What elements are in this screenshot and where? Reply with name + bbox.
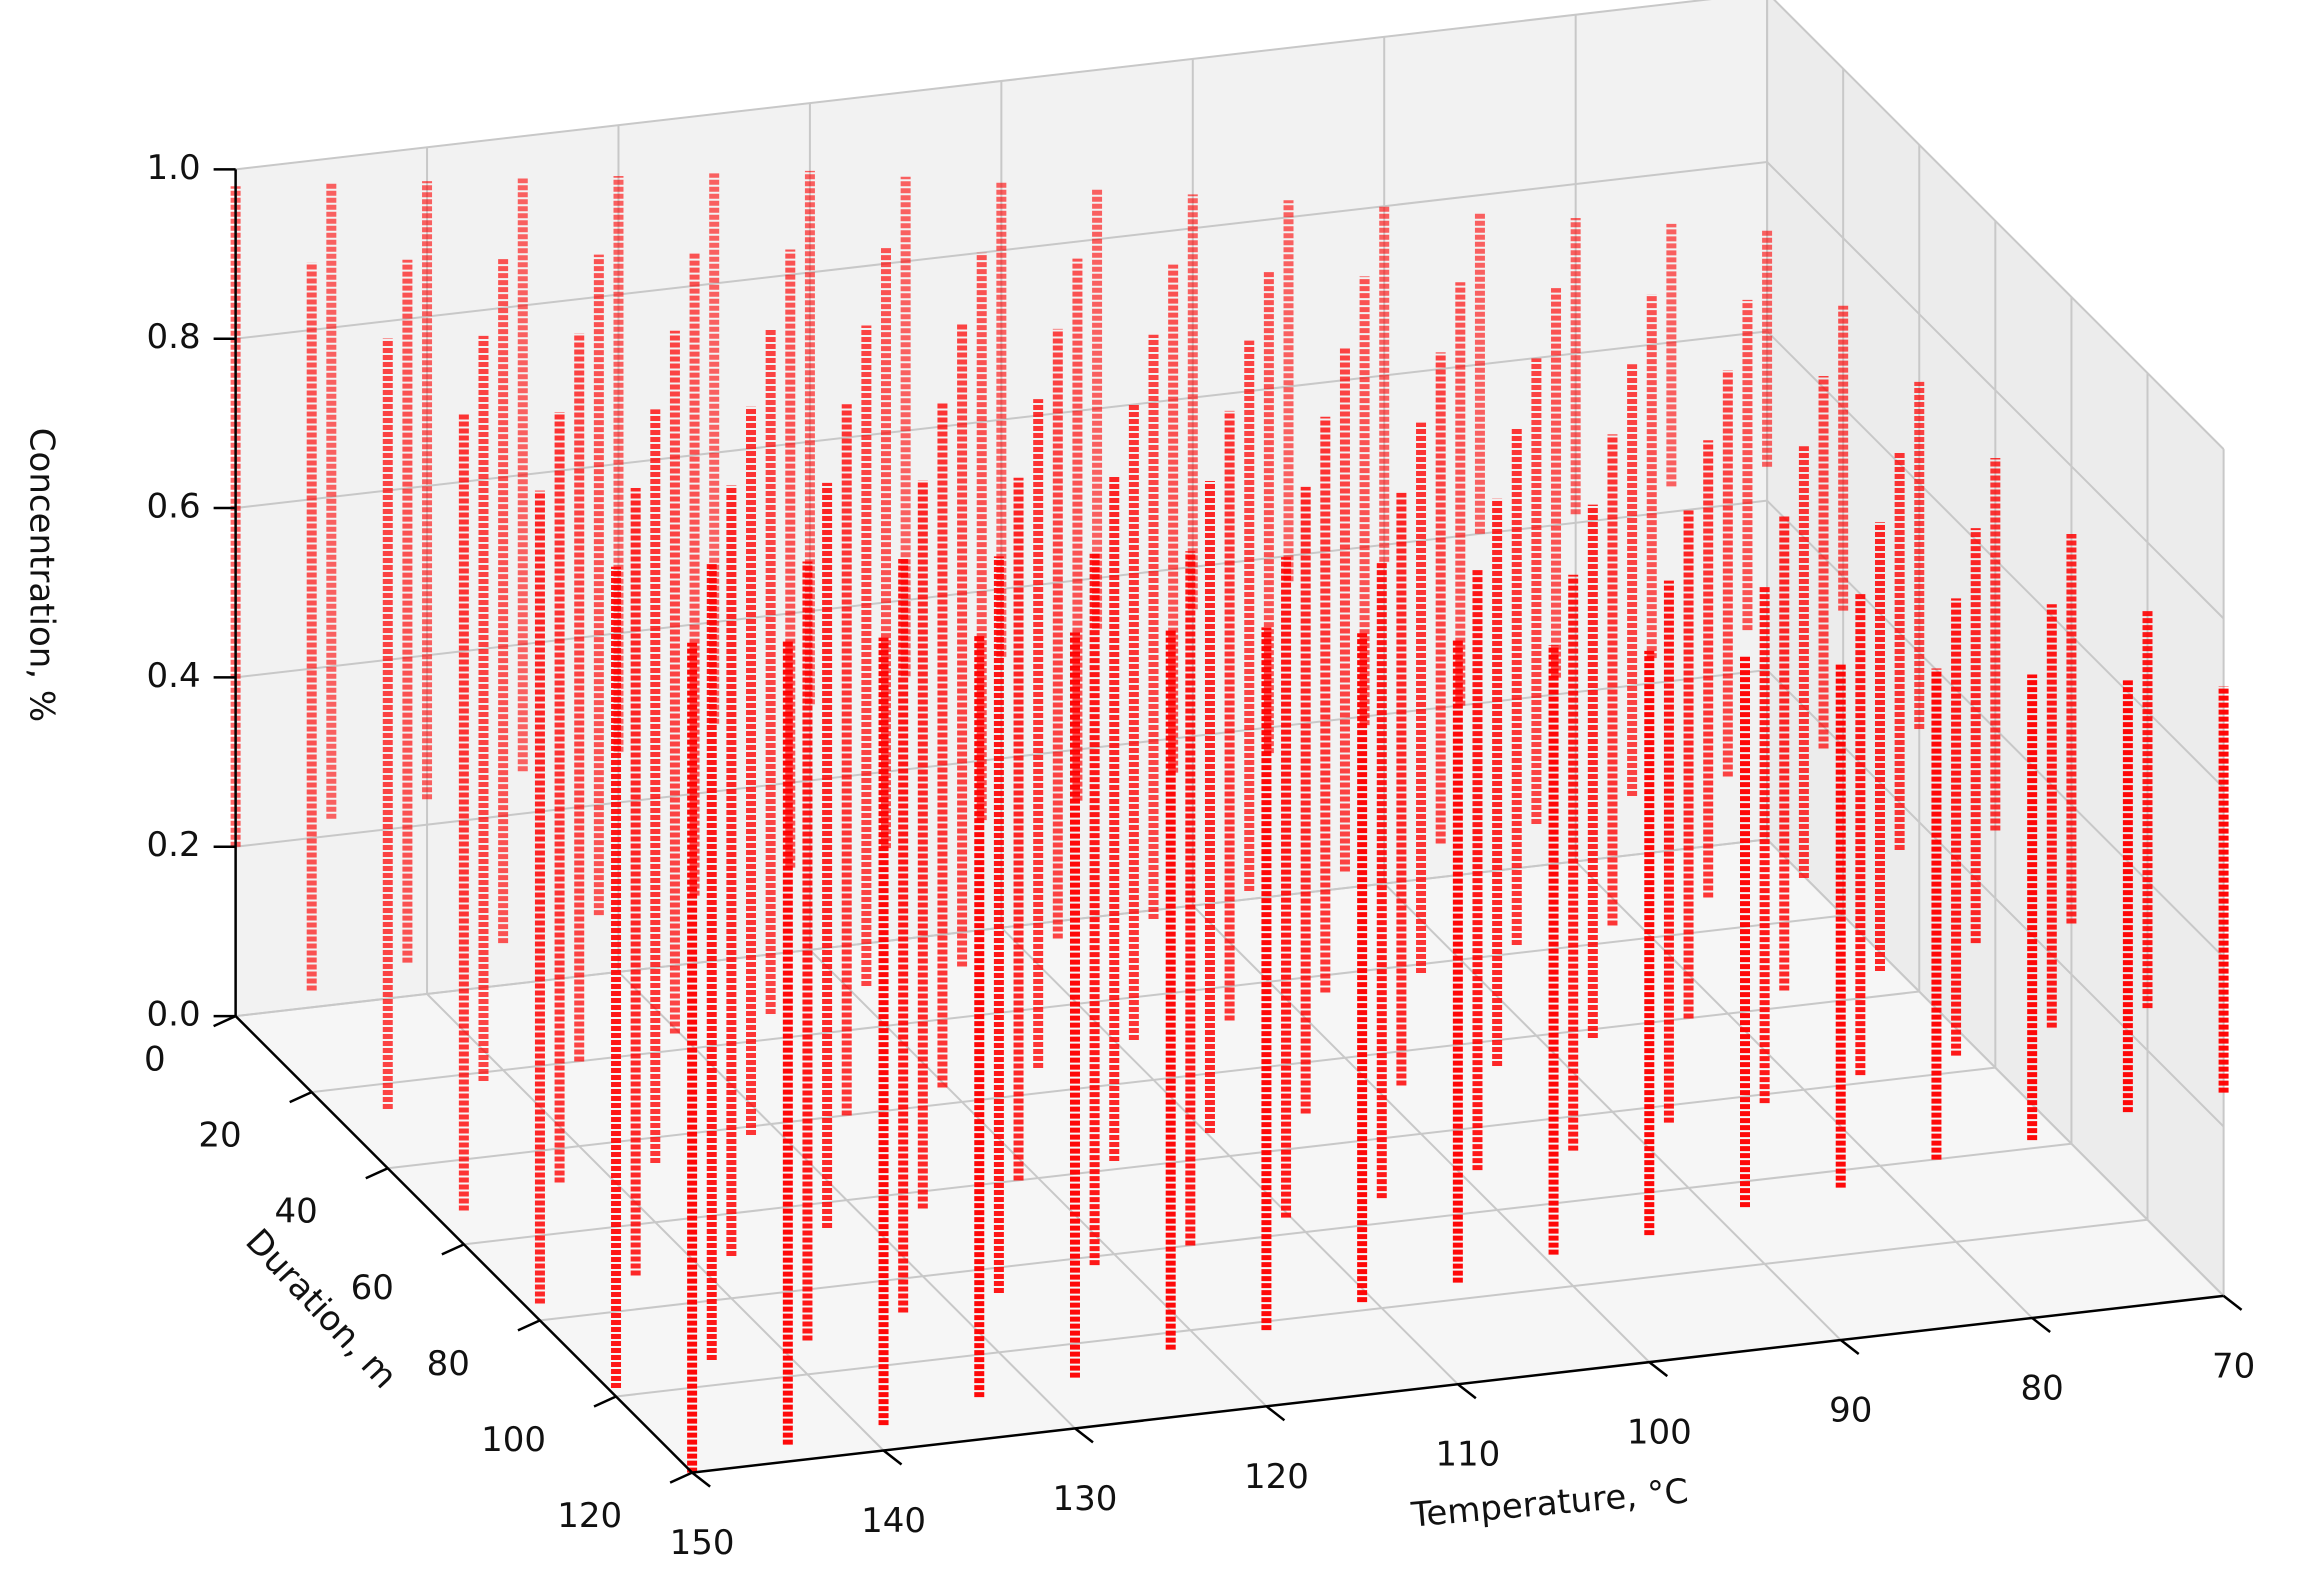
x-tick: [2031, 1316, 2051, 1333]
grid-line: [615, 1218, 2148, 1398]
y-tick: [593, 1395, 617, 1408]
x-tick-label: 110: [1435, 1435, 1500, 1475]
z-tick-label: 0.0: [147, 995, 201, 1035]
x-tick: [882, 1449, 903, 1466]
x-tick: [1265, 1405, 1286, 1422]
y-axis-label: Duration, m: [237, 1221, 404, 1396]
x-tick: [1074, 1427, 1094, 1444]
x-tick-label: 90: [1829, 1391, 1872, 1431]
grid-line: [1766, 838, 2225, 1297]
x-axis-label: Temperature, °C: [1409, 1471, 1690, 1535]
x-tick-label: 150: [670, 1523, 735, 1563]
y-tick: [669, 1471, 693, 1484]
y-tick-label: 100: [481, 1420, 546, 1460]
y-tick-label: 80: [427, 1344, 470, 1384]
grid-line: [539, 1142, 2072, 1322]
y-tick-label: 120: [557, 1496, 622, 1536]
x-tick-label: 70: [2212, 1346, 2255, 1386]
y-tick-label: 20: [198, 1116, 241, 1156]
grid-line: [1766, 161, 2225, 620]
x-tick: [1648, 1361, 1669, 1378]
x-tick-label: 120: [1244, 1457, 1309, 1497]
y-tick-label: 40: [275, 1192, 318, 1232]
x-tick: [1457, 1383, 1477, 1400]
grid-line: [463, 1066, 1996, 1246]
grid-line: [235, 0, 1713, 171]
z-tick-label: 0.8: [147, 317, 201, 357]
y-tick-label: 0: [144, 1040, 166, 1080]
x-tick: [1839, 1339, 1860, 1356]
z-tick-label: 0.6: [147, 487, 201, 527]
marks: [230, 170, 2229, 1473]
x-tick: [2222, 1294, 2243, 1311]
y-tick: [365, 1167, 389, 1180]
x-tick: [691, 1471, 711, 1488]
grid-line: [1773, 0, 2225, 450]
z-tick-label: 1.0: [147, 148, 201, 188]
x-tick-label: 80: [2021, 1368, 2064, 1408]
y-tick: [517, 1319, 541, 1332]
x-tick-label: 140: [861, 1501, 926, 1541]
x-tick-label: 100: [1627, 1413, 1692, 1453]
grid-line: [235, 330, 1768, 510]
z-axis-label: Concentration, %: [22, 428, 62, 722]
z-tick-label: 0.4: [147, 656, 201, 696]
y-tick: [289, 1091, 313, 1104]
y-tick: [213, 1014, 237, 1028]
y-tick: [441, 1243, 465, 1256]
z-tick-label: 0.2: [147, 825, 201, 865]
x-tick-label: 130: [1053, 1479, 1118, 1519]
y-tick-label: 60: [351, 1268, 394, 1308]
